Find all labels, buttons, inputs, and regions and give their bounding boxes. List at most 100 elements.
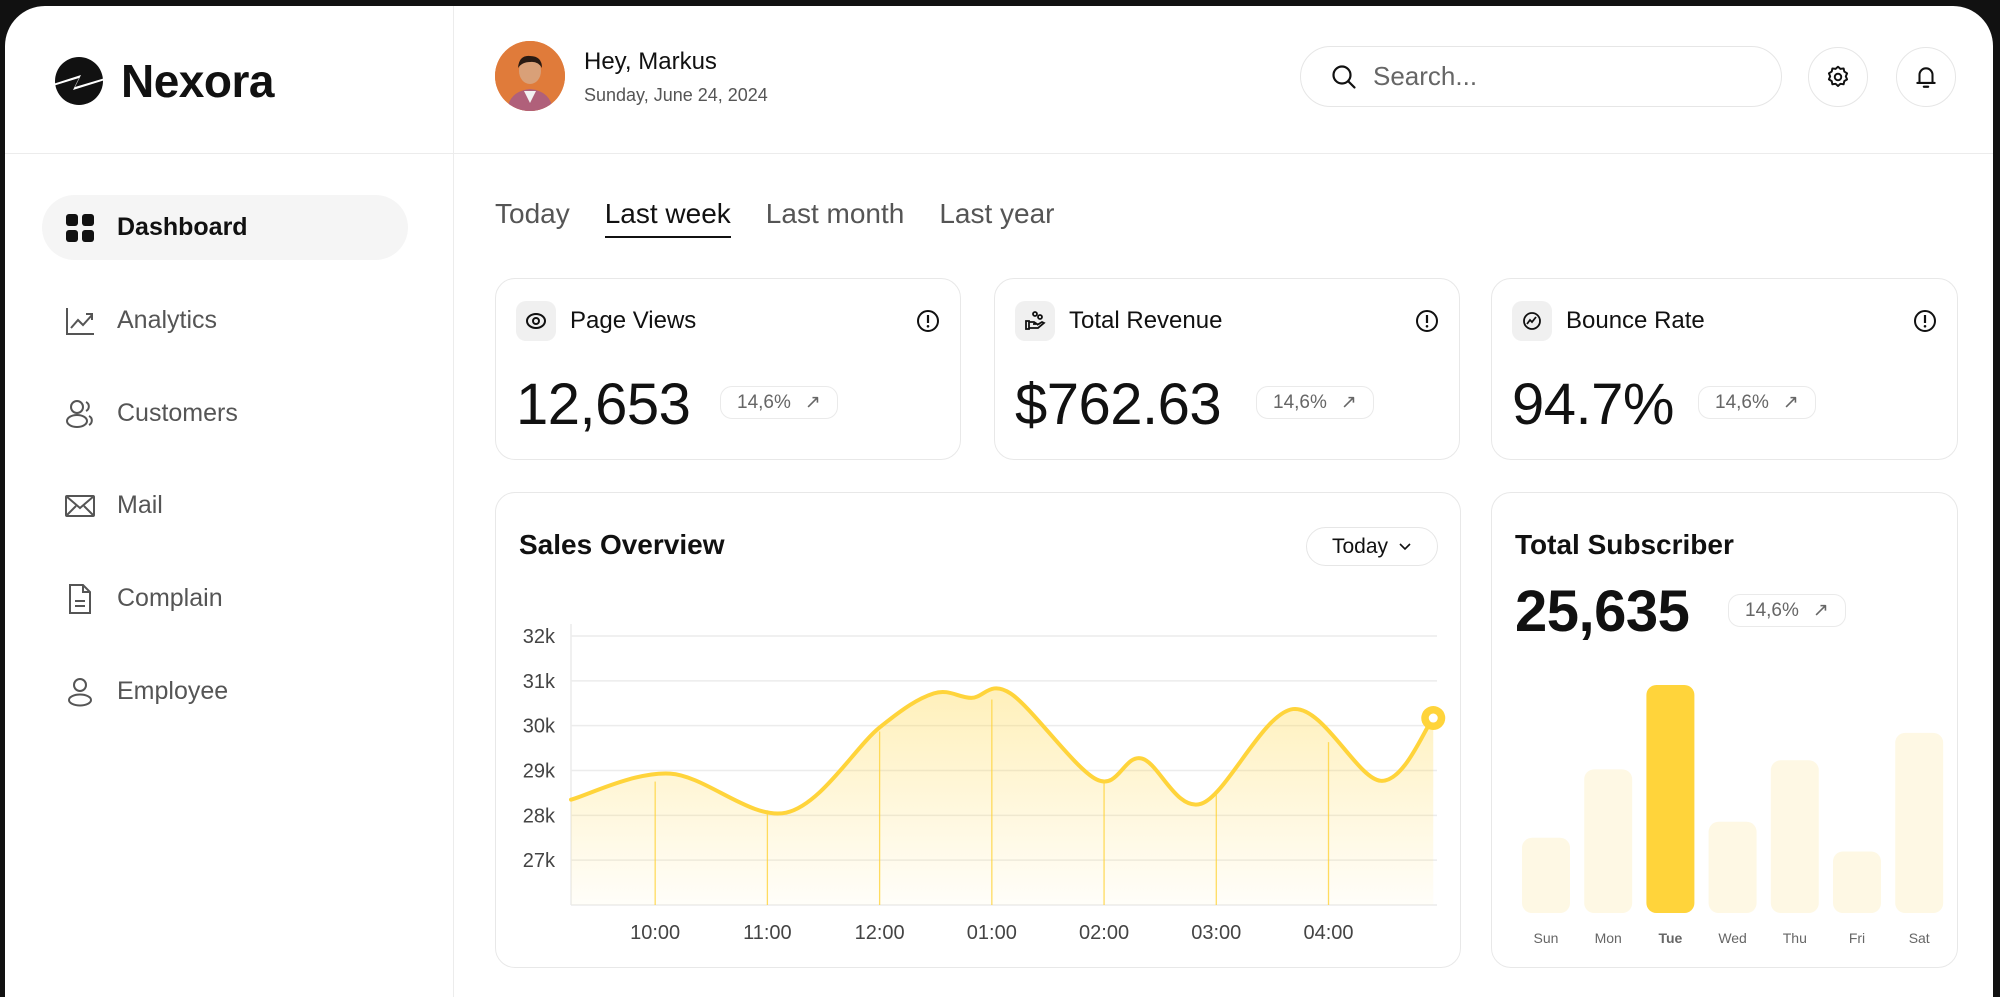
trend-chart-icon [66, 307, 94, 335]
last-point-center [1428, 713, 1438, 723]
bar-label: Mon [1595, 930, 1622, 946]
sidebar-item-analytics[interactable]: Analytics [42, 288, 408, 353]
document-icon [69, 583, 91, 614]
subscriber-chart: Sun Mon Tue Wed Thu Fri Sat [1522, 685, 1944, 946]
sidebar-item-dashboard[interactable]: Dashboard [42, 195, 408, 260]
y-tick-label: 27k [523, 850, 556, 872]
brand-logo[interactable]: Nexora [55, 54, 274, 108]
x-tick-label: 03:00 [1191, 922, 1241, 944]
x-tick-label: 10:00 [630, 922, 680, 944]
bar-label: Sun [1534, 930, 1559, 946]
tab-today[interactable]: Today [495, 198, 570, 229]
trend-circle-icon [1512, 301, 1552, 341]
bar-fri [1833, 851, 1881, 913]
bar-sat [1895, 732, 1944, 913]
user-icon [68, 677, 92, 706]
header-divider [5, 153, 1993, 154]
sidebar-item-label: Mail [117, 491, 163, 519]
y-tick-label: 29k [523, 761, 556, 783]
x-tick-label: 04:00 [1303, 922, 1353, 944]
search-bar[interactable] [1300, 46, 1782, 107]
bar-mon [1584, 769, 1633, 913]
bar-label: Thu [1783, 930, 1807, 946]
sales-chart: 27k 28k 29k 30k 31k 32k 10:00 11:00 12:00 01:00 02… [523, 624, 1446, 944]
metric-card-page-views: Page Views 12,653 14,6% ↗ [495, 278, 961, 460]
bar-label: Sat [1909, 930, 1930, 946]
metric-title: Bounce Rate [1566, 307, 1705, 334]
bar-label: Fri [1849, 930, 1865, 946]
info-icon[interactable] [1913, 309, 1937, 333]
grid-icon [66, 213, 94, 242]
tab-last-month[interactable]: Last month [765, 198, 905, 229]
range-value: Today [1331, 534, 1389, 558]
sales-area [571, 688, 1434, 905]
arrow-up-right-icon: ↗ [1812, 600, 1829, 621]
sidebar-item-mail[interactable]: Mail [42, 473, 408, 538]
search-input[interactable] [1373, 61, 1753, 92]
sidebar-item-label: Complain [117, 584, 223, 612]
users-icon [66, 399, 93, 428]
sidebar-item-label: Analytics [117, 306, 218, 334]
current-date: Sunday, June 24, 2024 [584, 85, 768, 105]
metric-value: 94.7% [1512, 372, 1674, 437]
subscriber-card: Sun Mon Tue Wed Thu Fri Sat Total Subscriber 2… [1491, 492, 1958, 968]
metric-title: Page Views [570, 307, 697, 334]
bell-icon [1916, 67, 1936, 88]
y-tick-label: 28k [523, 805, 556, 827]
eye-icon [516, 301, 556, 341]
info-icon[interactable] [1415, 309, 1439, 333]
metric-value: $762.63 [1015, 372, 1222, 437]
metric-value: 12,653 [516, 372, 691, 437]
app-window: Nexora Hey, Markus Sunday, June 24, 2024… [5, 6, 1993, 997]
sidebar-item-employee[interactable]: Employee [42, 659, 408, 724]
gear-icon [1827, 65, 1849, 87]
metric-card-total-revenue: Total Revenue $762.63 14,6% ↗ [994, 278, 1460, 460]
bar-label: Tue [1658, 930, 1682, 946]
chevron-down-icon [1399, 542, 1411, 550]
sidebar-item-label: Customers [117, 399, 238, 427]
sidebar-item-complain[interactable]: Complain [42, 566, 408, 631]
change-badge: 14,6% ↗ [1698, 386, 1816, 419]
x-tick-label: 02:00 [1079, 922, 1129, 944]
change-value: 14,6% [737, 391, 791, 413]
metric-card-bounce-rate: Bounce Rate 94.7% 14,6% ↗ [1491, 278, 1958, 460]
y-tick-label: 31k [523, 671, 556, 693]
mail-icon [65, 494, 95, 517]
info-icon[interactable] [916, 309, 940, 333]
tab-last-week[interactable]: Last week [604, 198, 731, 238]
settings-button[interactable] [1808, 47, 1868, 107]
sidebar-item-label: Employee [117, 677, 229, 705]
avatar[interactable] [495, 41, 565, 111]
sidebar-divider [453, 6, 454, 997]
sales-overview-card: 27k 28k 29k 30k 31k 32k 10:00 11:00 12:00 01:00 02… [495, 492, 1461, 968]
change-badge: 14,6% ↗ [720, 386, 838, 419]
arrow-up-right-icon: ↗ [1340, 392, 1357, 413]
bar-wed [1708, 821, 1757, 913]
tab-last-year[interactable]: Last year [939, 198, 1055, 229]
x-tick-label: 11:00 [743, 922, 792, 944]
change-badge: 14,6% ↗ [1728, 594, 1846, 627]
greeting: Hey, Markus [584, 48, 717, 75]
change-value: 14,6% [1273, 391, 1327, 413]
sidebar-item-customers[interactable]: Customers [42, 381, 408, 446]
change-value: 14,6% [1745, 599, 1799, 621]
subscriber-title: Total Subscriber [1515, 529, 1734, 560]
change-badge: 14,6% ↗ [1256, 386, 1374, 419]
change-value: 14,6% [1715, 391, 1769, 413]
y-tick-label: 32k [523, 626, 556, 648]
notifications-button[interactable] [1896, 47, 1956, 107]
bar-sun [1522, 837, 1570, 913]
x-tick-label: 01:00 [967, 922, 1017, 944]
subscriber-value: 25,635 [1515, 579, 1690, 644]
bar-label: Wed [1718, 930, 1747, 946]
period-tabs: Today Last week Last month Last year [495, 198, 1055, 238]
metric-title: Total Revenue [1069, 307, 1223, 334]
sidebar-item-label: Dashboard [117, 213, 248, 241]
sales-line [569, 686, 1436, 816]
logo-icon [55, 57, 103, 105]
brand-name: Nexora [121, 55, 274, 107]
hand-coins-icon [1015, 301, 1055, 341]
range-dropdown[interactable]: Today [1306, 527, 1438, 566]
search-icon [1332, 64, 1356, 89]
x-tick-label: 12:00 [855, 922, 905, 944]
